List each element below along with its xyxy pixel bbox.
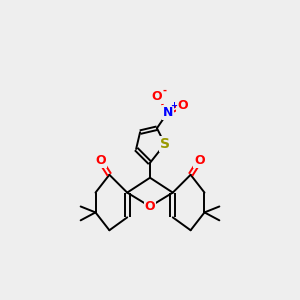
Text: N: N — [163, 106, 173, 119]
Text: O: O — [145, 200, 155, 213]
Text: O: O — [95, 154, 106, 167]
Text: +: + — [170, 101, 177, 110]
Text: -: - — [163, 85, 167, 96]
Text: O: O — [194, 154, 205, 167]
Text: S: S — [160, 137, 170, 151]
Text: O: O — [177, 99, 188, 112]
Text: O: O — [152, 90, 162, 103]
